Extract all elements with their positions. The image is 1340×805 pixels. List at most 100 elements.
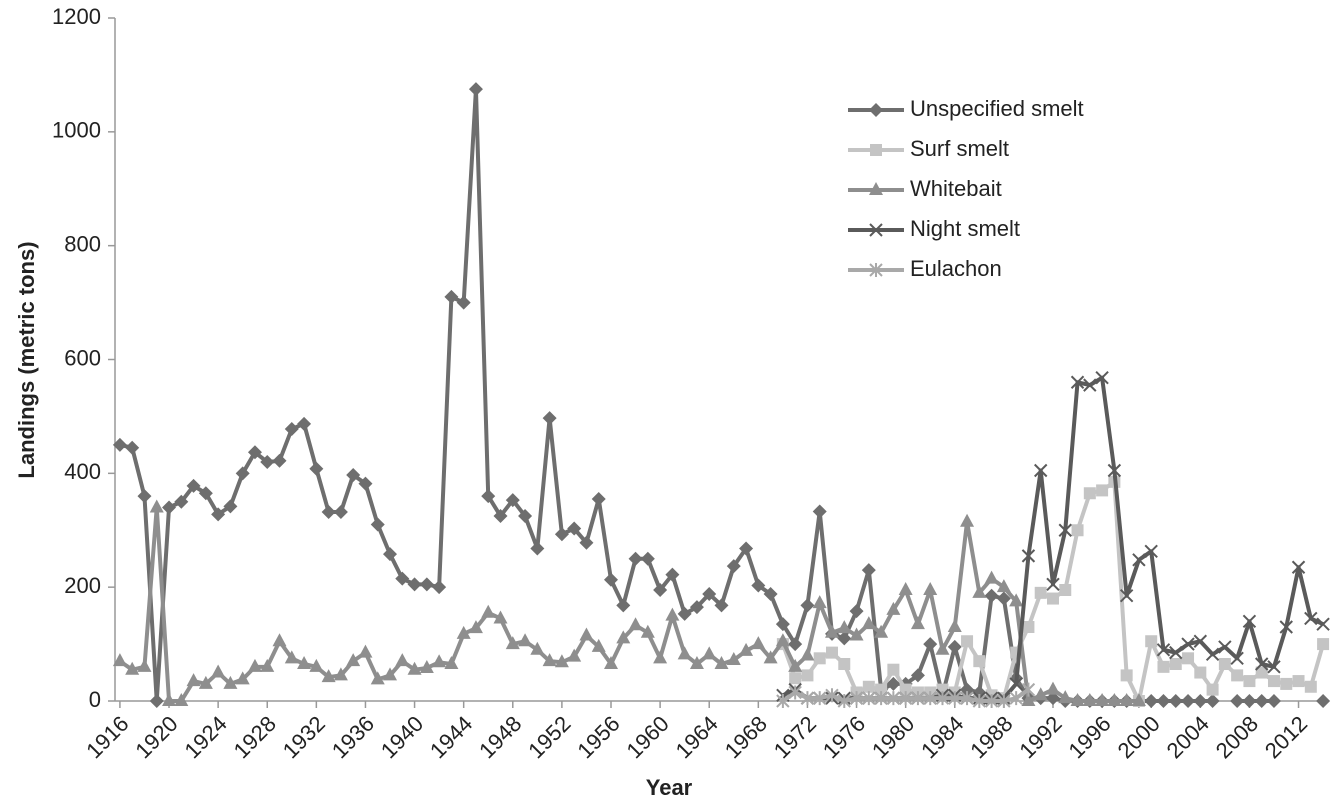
data-point [800,598,815,613]
data-point [1316,617,1330,631]
data-point [1157,660,1170,673]
data-point [1034,586,1047,599]
x-tick-label: 1916 [81,711,133,763]
data-point [861,563,876,578]
x-tick-label: 1956 [572,711,624,763]
data-point [948,691,962,706]
data-point [849,604,864,619]
data-point [432,580,447,595]
x-tick-label: 1928 [229,711,281,763]
data-point [776,694,790,708]
data-point [419,659,434,673]
data-point [1291,560,1306,574]
data-point [640,624,655,638]
data-point [505,636,520,650]
data-point [1182,652,1195,665]
data-point [1058,690,1073,704]
x-tick-label: 1980 [867,711,919,763]
data-point [640,551,655,566]
data-point [530,541,545,556]
data-point [1218,658,1231,671]
data-point [149,694,164,708]
legend-label: Night smelt [910,216,1020,241]
data-point [665,567,680,582]
data-point [125,440,140,455]
data-point [1243,675,1256,688]
data-point [211,507,226,522]
data-point [1254,694,1269,708]
data-point [1255,666,1268,679]
data-point [333,667,348,681]
data-point [174,693,189,706]
data-point [960,682,975,697]
data-point [444,289,459,304]
data-point [1021,693,1036,706]
data-point [505,493,520,508]
data-point [960,691,974,706]
data-point [591,491,606,506]
data-point [1145,635,1158,648]
x-tick-label: 1944 [425,711,477,763]
data-point [493,610,508,624]
data-point [1242,694,1257,708]
data-point [862,691,876,706]
data-point [996,591,1011,606]
data-point [223,499,238,514]
data-point [456,625,471,639]
legend-marker [870,144,882,156]
x-tick-label: 1948 [474,711,526,763]
data-point [444,656,459,670]
data-point [1266,694,1281,708]
data-point [886,691,901,706]
y-tick-label: 600 [64,345,101,370]
data-point [849,691,864,706]
legend-marker [869,103,883,117]
data-point [923,637,938,652]
x-tick-label: 1992 [1014,711,1066,763]
data-point [788,685,802,700]
data-point [677,646,692,660]
data-point [1304,680,1317,693]
data-point [739,642,754,656]
data-point [800,691,815,706]
legend-marker [869,263,883,277]
y-tick-label: 400 [64,459,101,484]
data-point [1070,693,1085,706]
data-point [247,658,262,672]
data-point [223,675,238,689]
data-point [849,627,864,641]
x-tick-label: 1960 [621,711,673,763]
data-point [1279,620,1293,634]
data-point [812,595,827,609]
data-point [1181,694,1196,708]
data-point [333,505,348,520]
data-point [689,656,704,670]
data-point [984,588,999,603]
data-point [407,661,422,675]
data-point [775,633,790,647]
data-point [530,641,545,655]
data-point [542,653,557,667]
data-point [1083,378,1097,392]
data-point [788,637,803,652]
data-point [653,583,668,598]
data-point [407,577,422,592]
data-point [702,586,717,601]
x-axis-title: Year [646,775,693,800]
data-point [321,669,336,683]
y-tick-label: 200 [64,573,101,598]
data-point [579,627,594,641]
data-point [887,663,900,676]
data-point [862,680,875,693]
x-tick-label: 1972 [769,711,821,763]
data-point [960,513,975,527]
data-point [961,635,974,648]
data-point [996,579,1011,593]
data-point [689,600,704,615]
data-point [554,654,569,668]
data-point [838,658,851,671]
data-point [886,676,901,691]
data-point [1194,666,1207,679]
data-point [726,559,741,574]
